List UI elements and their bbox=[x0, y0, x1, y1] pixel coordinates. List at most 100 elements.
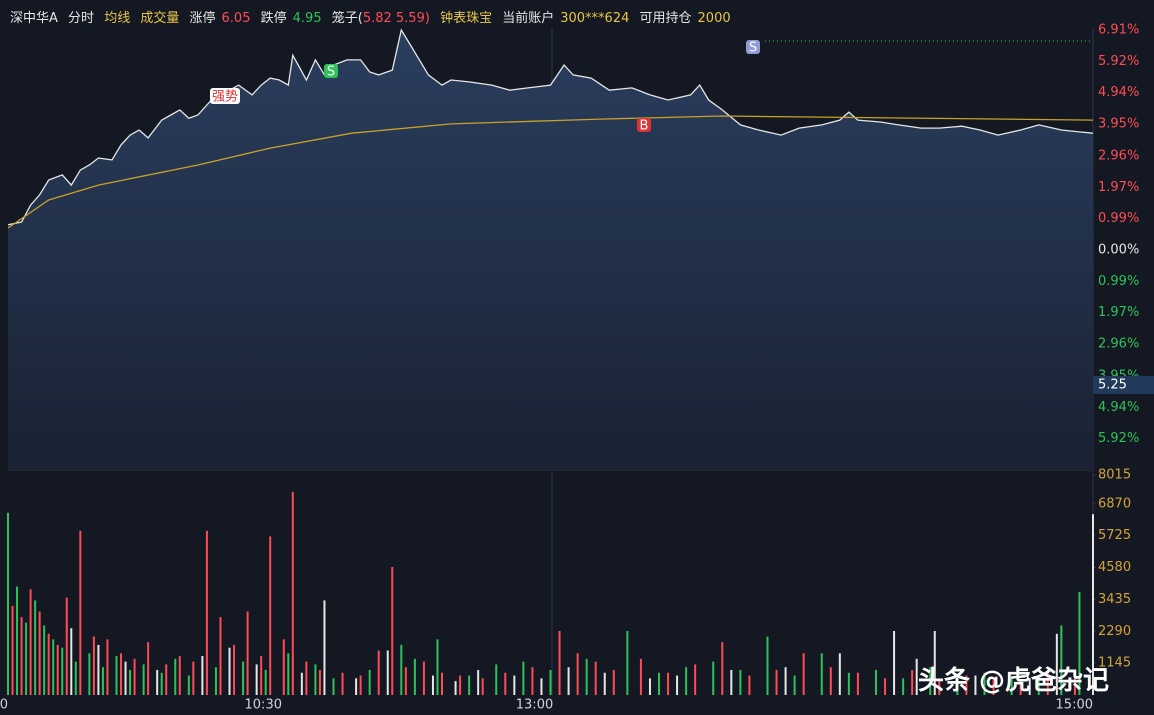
volume-bar bbox=[1055, 633, 1058, 695]
label: 跌停 bbox=[260, 11, 287, 26]
volume-bar bbox=[255, 664, 258, 695]
volume-bar bbox=[802, 653, 805, 695]
volume-bar bbox=[282, 639, 285, 695]
y-tick-label: 4580 bbox=[1098, 560, 1131, 575]
volume-bar bbox=[454, 681, 457, 695]
volume-bar bbox=[992, 678, 995, 695]
volume-bar bbox=[730, 669, 733, 695]
volume-bar bbox=[477, 669, 480, 695]
volume-bar bbox=[938, 681, 941, 695]
value: 6.05 bbox=[221, 11, 251, 26]
tab[interactable]: 分时 bbox=[68, 11, 95, 26]
volume-bar bbox=[884, 678, 887, 695]
value: 5.82 5.59) bbox=[362, 11, 430, 26]
volume-bar bbox=[820, 653, 823, 695]
volume-bar bbox=[129, 669, 132, 695]
volume-bar bbox=[269, 536, 272, 695]
y-tick-label: 6870 bbox=[1098, 496, 1131, 511]
volume-bar bbox=[359, 675, 362, 695]
volume-bar bbox=[1078, 592, 1081, 695]
y-tick-label: 3.95% bbox=[1098, 117, 1139, 132]
volume-bar bbox=[712, 661, 715, 695]
annotation-badge bbox=[637, 118, 651, 132]
volume-bar bbox=[192, 661, 195, 695]
volume-bar bbox=[838, 653, 841, 695]
volume-bar bbox=[20, 617, 23, 695]
volume-bar bbox=[165, 664, 168, 695]
volume-bar bbox=[133, 658, 136, 695]
price-line bbox=[7, 28, 1094, 226]
volume-bar bbox=[7, 512, 9, 695]
x-tick-label: 10:30 bbox=[245, 698, 282, 713]
volume-bar bbox=[391, 567, 394, 695]
x-tick-label: 0 bbox=[0, 698, 8, 713]
annotation-badge bbox=[746, 40, 760, 54]
stock-name: 钟表珠宝 bbox=[440, 11, 493, 26]
volume-bar bbox=[974, 675, 977, 695]
volume-bar bbox=[612, 669, 615, 695]
volume-bar bbox=[956, 675, 959, 695]
volume-bar bbox=[603, 672, 606, 695]
volume-bar bbox=[685, 667, 688, 695]
x-tick-label: 15:00 bbox=[1056, 698, 1093, 713]
volume-bar bbox=[404, 667, 407, 695]
volume-bar bbox=[29, 589, 32, 695]
annotation-badge bbox=[210, 88, 240, 104]
volume-bar bbox=[79, 530, 82, 695]
price-area bbox=[8, 30, 1093, 470]
y-tick-label: 0.99% bbox=[1098, 274, 1139, 289]
volume-bar bbox=[386, 650, 389, 695]
volume-bar bbox=[902, 678, 905, 695]
volume-bar bbox=[142, 664, 145, 695]
volume-bar bbox=[106, 639, 109, 695]
volume-bar bbox=[156, 669, 159, 695]
volume-bar bbox=[1010, 678, 1013, 695]
volume-bar bbox=[422, 661, 425, 695]
y-tick-label: 5.92% bbox=[1098, 431, 1139, 446]
volume-bar bbox=[70, 628, 73, 695]
volume-bar bbox=[88, 653, 91, 695]
volume-bar bbox=[264, 669, 267, 695]
y-tick-label: 1145 bbox=[1098, 656, 1131, 671]
volume-bar bbox=[233, 644, 236, 695]
average-line bbox=[7, 115, 1094, 229]
volume-bar bbox=[291, 491, 294, 695]
value: 300***624 bbox=[560, 11, 630, 26]
volume-bar bbox=[658, 672, 660, 695]
volume-bar bbox=[1046, 672, 1049, 695]
volume-bar bbox=[368, 669, 371, 695]
volume-bar bbox=[513, 675, 516, 695]
volume-bar bbox=[246, 611, 249, 695]
volume-bar bbox=[468, 675, 471, 695]
volume-bar bbox=[16, 586, 19, 695]
volume-bar bbox=[287, 653, 290, 695]
volume-bar bbox=[147, 642, 150, 695]
volume-bar bbox=[120, 653, 123, 695]
tab[interactable]: 成交量 bbox=[140, 11, 180, 26]
volume-bar bbox=[847, 672, 850, 695]
annotation: B bbox=[640, 119, 649, 134]
volume-bar bbox=[318, 669, 321, 695]
price-box bbox=[1093, 376, 1154, 394]
tab[interactable]: 均线 bbox=[104, 11, 131, 26]
volume-bar bbox=[558, 631, 561, 695]
volume-bar bbox=[101, 667, 104, 695]
volume-bar bbox=[933, 631, 936, 695]
volume-bar bbox=[495, 664, 498, 695]
annotation: S bbox=[749, 41, 757, 56]
volume-bar bbox=[400, 644, 403, 695]
volume-bar bbox=[25, 622, 28, 695]
y-tick-label: 5725 bbox=[1098, 528, 1131, 543]
volume-bar bbox=[92, 636, 95, 695]
volume-bar bbox=[1060, 625, 1063, 695]
label: 笼子( bbox=[331, 11, 363, 26]
volume-bar bbox=[875, 669, 877, 695]
value: 2000 bbox=[697, 11, 731, 26]
volume-bar bbox=[61, 647, 64, 695]
volume-bar bbox=[929, 667, 932, 695]
y-tick-label: 1.97% bbox=[1098, 180, 1139, 195]
volume-bar bbox=[201, 656, 204, 695]
y-tick-label: 4.94% bbox=[1098, 85, 1139, 100]
